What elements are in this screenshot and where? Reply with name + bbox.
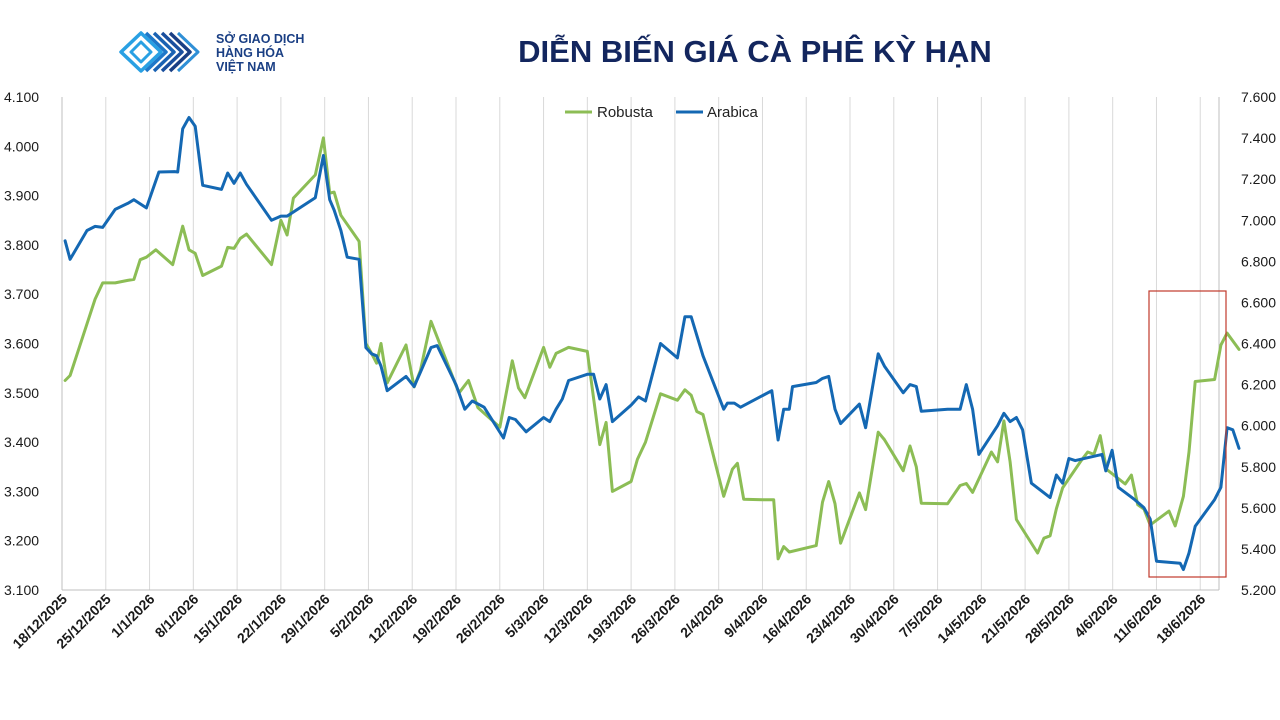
right-tick-label: 6.800 [1241, 253, 1276, 269]
right-tick-label: 5.600 [1241, 500, 1276, 516]
series-lines [63, 116, 1241, 571]
x-tick-label: 2/4/2026 [677, 591, 727, 641]
left-tick-label: 3.100 [4, 582, 39, 598]
chart-title: DIỄN BIẾN GIÁ CÀ PHÊ KỲ HẠN [518, 33, 992, 69]
right-tick-label: 5.200 [1241, 582, 1276, 598]
right-tick-label: 7.000 [1241, 212, 1276, 228]
chevron-logo-icon [119, 31, 200, 73]
right-tick-label: 5.400 [1241, 541, 1276, 557]
left-tick-label: 3.400 [4, 434, 39, 450]
right-tick-label: 6.000 [1241, 418, 1276, 434]
left-axis-ticks: 3.100 3.200 3.300 3.400 3.500 3.600 3.700 3.800… [4, 89, 39, 598]
left-tick-label: 3.300 [4, 483, 39, 499]
left-tick-label: 3.600 [4, 336, 39, 352]
right-tick-label: 7.400 [1241, 130, 1276, 146]
series-line-robusta [63, 136, 1241, 561]
left-tick-label: 4.000 [4, 138, 39, 154]
logo-line3: VIỆT NAM [216, 59, 276, 74]
series-line-arabica [63, 116, 1241, 571]
logo-line1: SỞ GIAO DỊCH [216, 31, 304, 46]
left-tick-label: 3.700 [4, 286, 39, 302]
right-tick-label: 7.600 [1241, 89, 1276, 105]
logo-line2: HÀNG HÓA [216, 45, 284, 60]
right-tick-label: 7.200 [1241, 171, 1276, 187]
right-tick-label: 6.600 [1241, 294, 1276, 310]
right-tick-label: 6.200 [1241, 377, 1276, 393]
left-tick-label: 3.200 [4, 533, 39, 549]
left-tick-label: 3.900 [4, 188, 39, 204]
legend-arabica-label: Arabica [707, 104, 759, 121]
left-tick-label: 3.500 [4, 385, 39, 401]
vertical-gridlines [61, 97, 1201, 590]
x-axis-ticks: 18/12/202525/12/20251/1/20268/1/202615/1… [9, 591, 1208, 652]
plot-axes [61, 97, 1220, 591]
right-axis-ticks: 5.200 5.400 5.600 5.800 6.000 6.200 6.400 6.600… [1241, 89, 1276, 598]
right-tick-label: 5.800 [1241, 459, 1276, 475]
right-tick-label: 6.400 [1241, 336, 1276, 352]
left-tick-label: 4.100 [4, 89, 39, 105]
legend-robusta-label: Robusta [597, 104, 654, 121]
left-tick-label: 3.800 [4, 237, 39, 253]
exchange-logo: SỞ GIAO DỊCH HÀNG HÓA VIỆT NAM [119, 31, 304, 74]
x-tick-label: 1/1/2026 [108, 591, 158, 641]
legend: Robusta Arabica [565, 104, 759, 121]
highlight-box [1148, 290, 1227, 578]
